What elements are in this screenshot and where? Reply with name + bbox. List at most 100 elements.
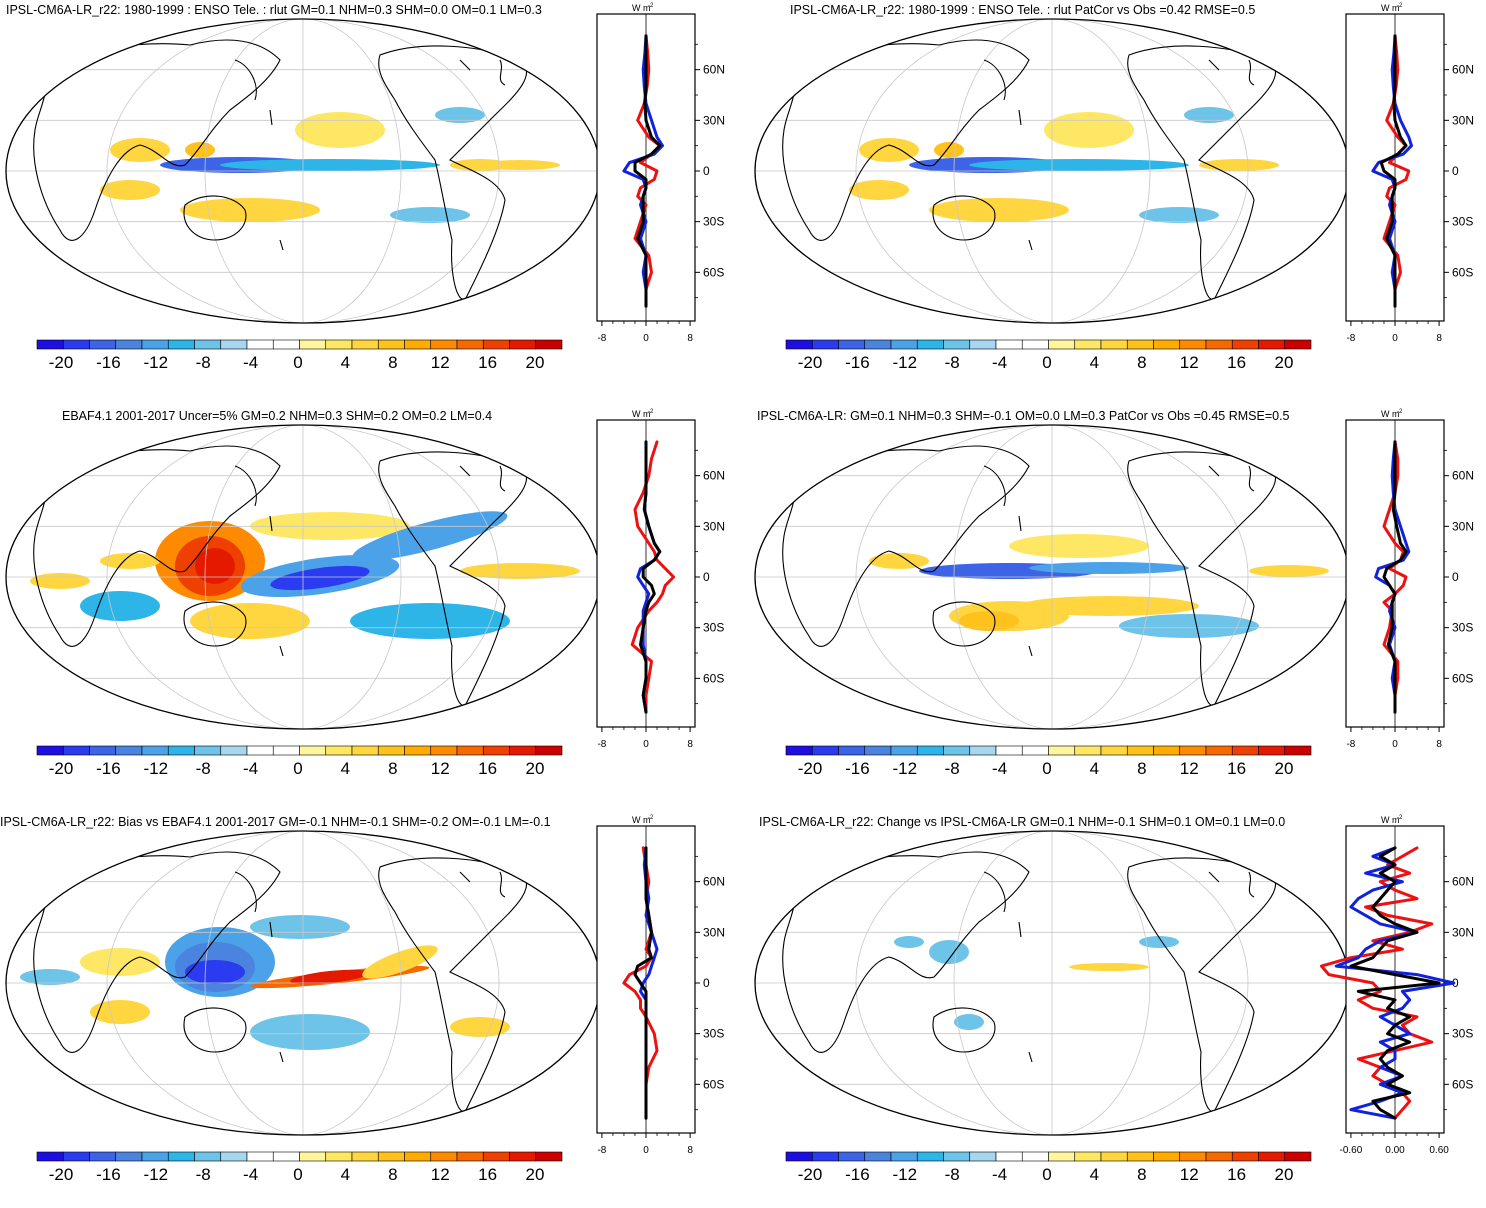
colorbar-swatch	[220, 745, 248, 756]
profile-x-label: -0.60	[1340, 1145, 1363, 1156]
anomaly-blob	[195, 548, 235, 584]
colorbar-tick-label: -20	[49, 353, 74, 372]
coastline	[932, 1007, 996, 1053]
map-content	[755, 831, 1349, 1135]
profile-unit-label: W m	[632, 815, 651, 825]
profile-lat-label: 60S	[1452, 265, 1473, 279]
colorbar-swatch	[509, 1151, 537, 1162]
meridian-gridline	[302, 19, 500, 323]
anomaly-blob	[350, 603, 510, 639]
profile-x-label: 0	[643, 333, 649, 344]
colorbar-tick-label: 16	[478, 759, 497, 778]
coastline	[33, 445, 281, 647]
profile-series-black	[1379, 34, 1408, 308]
colorbar-swatch	[272, 745, 300, 756]
colorbar-swatch	[916, 1151, 944, 1162]
panel-title: IPSL-CM6A-LR_r22: Bias vs EBAF4.1 2001-2…	[0, 815, 551, 829]
colorbar-swatch	[404, 339, 432, 350]
colorbar-swatch	[1258, 745, 1286, 756]
profile-lat-label: 30N	[703, 519, 725, 533]
anomaly-blob	[1069, 963, 1149, 971]
colorbar-swatch	[299, 745, 327, 756]
profile-series-black	[633, 846, 653, 1120]
anomaly-blob	[90, 1000, 150, 1024]
profile-lat-label: 30S	[1452, 1027, 1473, 1041]
colorbar-swatch	[272, 1151, 300, 1162]
profile-lat-label: 60S	[703, 1077, 724, 1091]
anomaly-blob	[250, 1014, 370, 1050]
coastline	[782, 39, 1030, 241]
coastline	[983, 59, 1033, 251]
panel-title: EBAF4.1 2001-2017 Uncer=5% GM=0.2 NHM=0.…	[62, 409, 493, 423]
colorbar-swatch	[811, 1151, 839, 1162]
meridian-gridline	[1051, 425, 1151, 729]
colorbar-swatch	[456, 339, 484, 350]
anomaly-blob	[100, 180, 160, 200]
anomaly-blob	[1184, 107, 1234, 123]
colorbar-tick-label: 12	[431, 759, 450, 778]
colorbar-swatch	[1074, 745, 1102, 756]
world-map: -20 -16 -12 -8 -4 0 4 8 12 16 20 W m-2 60N 30N 0 30S 60S…	[5, 3, 725, 372]
colorbar-swatch	[89, 1151, 117, 1162]
meridian-gridline	[1051, 19, 1249, 323]
coastline	[1208, 871, 1255, 898]
coastline	[459, 59, 506, 86]
colorbar-swatch	[246, 1151, 274, 1162]
colorbar-tick-label: 8	[388, 1165, 397, 1184]
colorbar-swatch	[62, 1151, 90, 1162]
colorbar-tick-label: -16	[845, 353, 870, 372]
meridian-gridline	[953, 19, 1053, 323]
coastline	[1208, 465, 1255, 492]
coastline	[782, 851, 1030, 1053]
anomaly-blob	[100, 553, 160, 569]
profile-lat-label: 60S	[703, 265, 724, 279]
profile-lat-label: 0	[703, 570, 710, 584]
colorbar-swatch	[1153, 339, 1181, 350]
meridian-gridline	[953, 831, 1053, 1135]
colorbar-swatch	[838, 339, 866, 350]
colorbar-swatch	[1205, 339, 1233, 350]
profile-lat-label: 0	[1452, 570, 1459, 584]
colorbar-tick-label: -8	[196, 759, 211, 778]
panel-6: IPSL-CM6A-LR_r22: Change vs IPSL-CM6A-LR…	[749, 812, 1486, 1208]
colorbar-tick-label: 12	[1180, 1165, 1199, 1184]
panel-1: IPSL-CM6A-LR_r22: 1980-1999 : ENSO Tele.…	[0, 0, 743, 396]
anomaly-blob	[849, 180, 909, 200]
colorbar-tick-label: -12	[144, 759, 169, 778]
colorbar-tick-label: 8	[1137, 353, 1146, 372]
world-map: -20 -16 -12 -8 -4 0 4 8 12 16 20 W m-2 60N 30N 0 30S 60S…	[5, 409, 725, 778]
colorbar-swatch	[1179, 745, 1207, 756]
colorbar-tick-label: -4	[243, 353, 258, 372]
colorbar-swatch	[1100, 745, 1128, 756]
colorbar-swatch	[115, 745, 143, 756]
colorbar-swatch	[943, 339, 971, 350]
coastline	[234, 871, 284, 1063]
coastline	[234, 59, 284, 251]
colorbar-tick-label: -4	[243, 1165, 258, 1184]
colorbar-swatch	[430, 745, 458, 756]
anomaly-blob	[1044, 112, 1134, 148]
colorbar-tick-label: 8	[1137, 1165, 1146, 1184]
colorbar-tick-label: -8	[945, 1165, 960, 1184]
colorbar-tick-label: -20	[798, 759, 823, 778]
meridian-gridline	[855, 425, 1053, 729]
meridian-gridline	[302, 831, 402, 1135]
profile-x-label: 8	[687, 333, 693, 344]
panel-title: IPSL-CM6A-LR_r22: Change vs IPSL-CM6A-LR…	[759, 815, 1286, 829]
colorbar-swatch	[194, 745, 222, 756]
colorbar-tick-label: 0	[293, 353, 302, 372]
colorbar-swatch	[1284, 1151, 1312, 1162]
profile-x-label: -8	[597, 739, 606, 750]
anomaly-blob	[969, 159, 1189, 171]
colorbar-swatch	[351, 1151, 379, 1162]
profile-x-label: -8	[597, 333, 606, 344]
anomaly-blob	[1009, 534, 1149, 558]
colorbar-swatch	[1231, 1151, 1259, 1162]
coastline	[983, 465, 1033, 657]
panel-4: IPSL-CM6A-LR: GM=0.1 NHM=0.3 SHM=-0.1 OM…	[749, 406, 1486, 802]
colorbar-swatch	[535, 339, 563, 350]
colorbar-swatch	[404, 745, 432, 756]
colorbar-tick-label: 12	[431, 1165, 450, 1184]
profile-lat-label: 60N	[1452, 469, 1474, 483]
colorbar-tick-label: 8	[388, 353, 397, 372]
